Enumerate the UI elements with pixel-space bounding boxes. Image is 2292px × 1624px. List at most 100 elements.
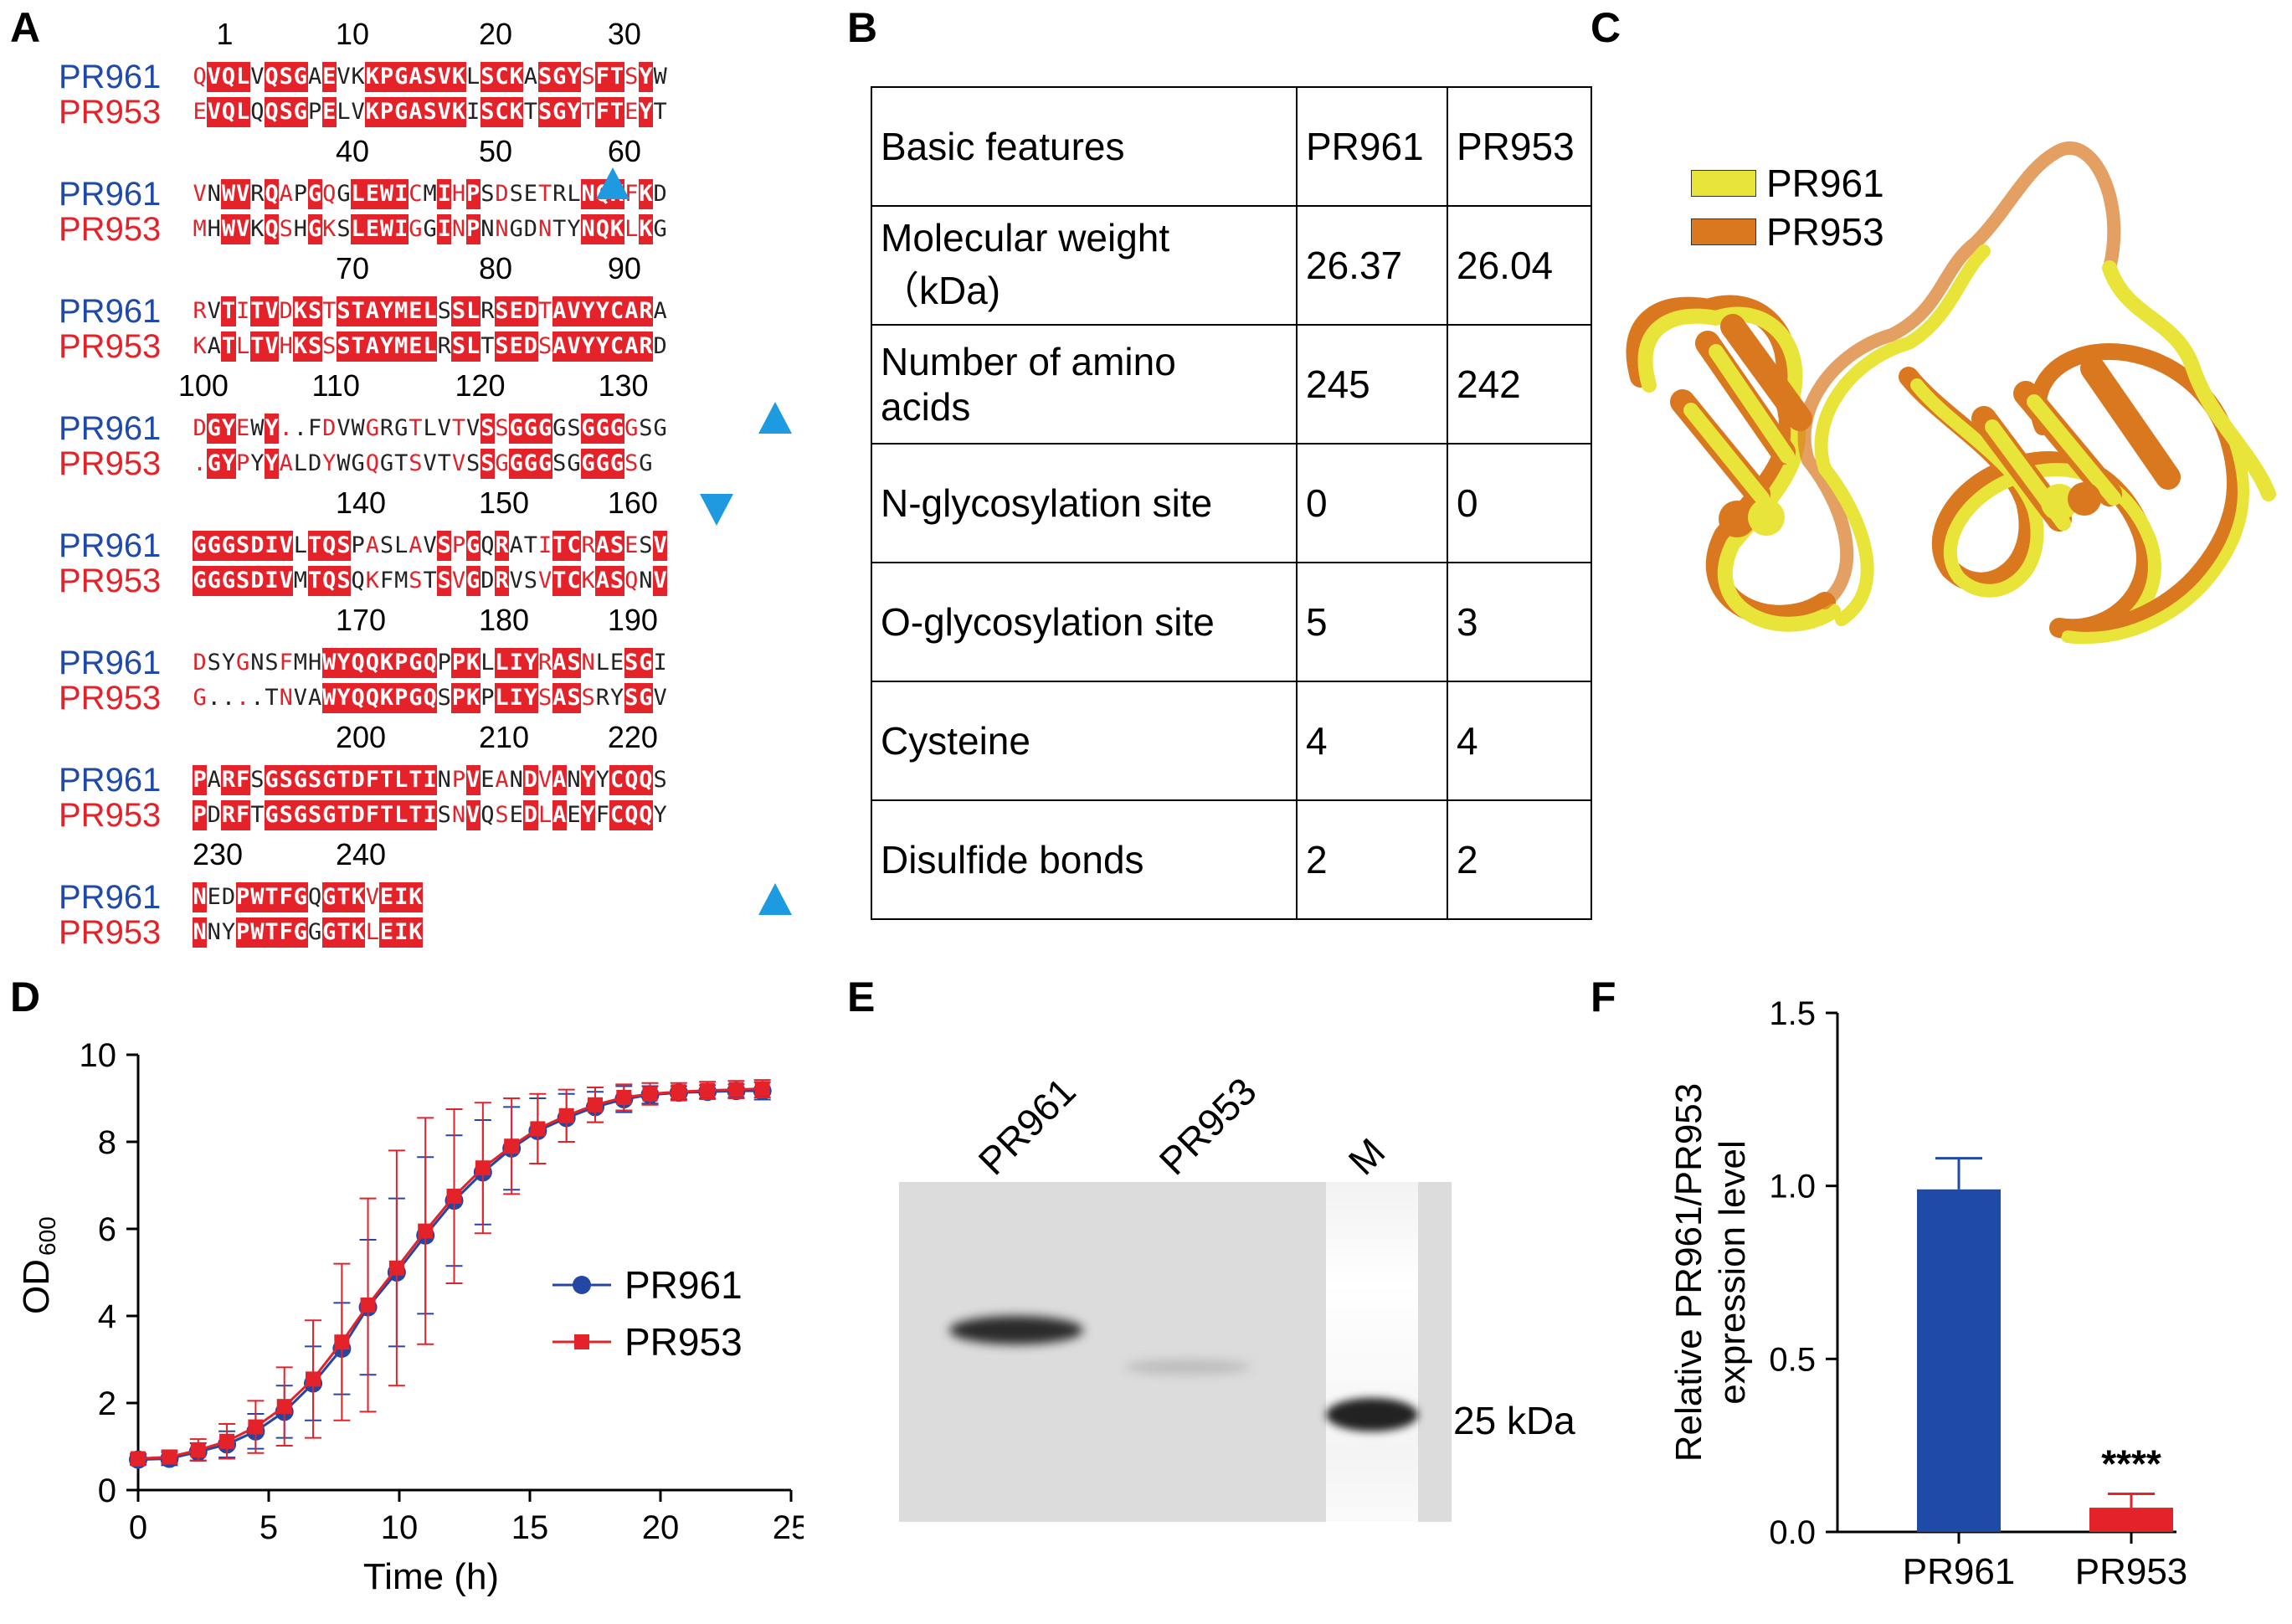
position-number: 140 (336, 486, 387, 520)
sequence-name: PR953 (59, 210, 162, 248)
data-point (671, 1084, 686, 1100)
y-tick-label: 8 (98, 1124, 116, 1161)
legend-marker (573, 1276, 591, 1294)
table-cell: 26.04 (1447, 205, 1592, 326)
cysteine-arrow-icon (758, 402, 792, 434)
sequence-name: PR953 (59, 796, 162, 834)
expression-bar-chart: 0.0 0.5 1.0 1.5 PR961 PR953 **** Relative PR961… (1668, 995, 2188, 1592)
data-point (642, 1086, 658, 1102)
y-tick-label: 4 (98, 1298, 116, 1335)
gel-lane-label: PR953 (1150, 1069, 1265, 1184)
alignment-row: PR953 G.... T N V A W Y Q Q K P G Q S P K P L I Y S A S S R Y S G V (59, 679, 667, 717)
legend-item: PR961 (1691, 159, 1884, 208)
table-row: Number of amino acids 245 242 (871, 324, 1592, 445)
feature-line: Number of amino (881, 340, 1176, 383)
data-point (131, 1451, 146, 1467)
table-row: Disulfide bonds 2 2 (871, 799, 1592, 920)
position-number: 170 (336, 603, 387, 637)
sequence-name: PR953 (59, 445, 162, 482)
alignment-row: PR953 G G G S D I V M T Q S Q K F M S T S V G D R V S V T C K A S Q N V (59, 563, 668, 599)
data-point (162, 1449, 177, 1465)
sequence-name: PR961 (59, 761, 162, 799)
gel-band (949, 1316, 1083, 1344)
gel-lane-label: PR961 (969, 1069, 1084, 1184)
y-tick-label: 1.5 (1769, 995, 1816, 1032)
legend-label: PR961 (1766, 162, 1884, 205)
position-number: 110 (311, 368, 360, 403)
sequence-name: PR953 (59, 913, 162, 951)
marker-lane (1326, 1182, 1418, 1522)
structure-legend: PR961 PR953 (1691, 159, 1884, 256)
position-number: 40 (336, 134, 370, 168)
sequence-name: PR953 (59, 327, 162, 365)
x-tick-label: 20 (642, 1509, 680, 1546)
bar (1917, 1189, 2001, 1532)
legend-item: PR953 (1691, 208, 1884, 256)
feature-line: Molecular weight (881, 216, 1170, 260)
legend-label: PR953 (624, 1320, 743, 1364)
panel-letter-b: B (847, 4, 878, 51)
table-cell: 0 (1296, 443, 1448, 563)
alignment-row: PR961 N E D P W T F G Q G T K V E I K (59, 878, 423, 916)
data-point (219, 1433, 235, 1449)
gel-band (1326, 1398, 1418, 1431)
position-number: 180 (479, 603, 530, 637)
alignment-row: PR953 N N Y P W T F G G G T K L E I K (59, 913, 423, 951)
gel-band (1125, 1359, 1251, 1375)
table-cell: 2 (1447, 799, 1592, 920)
y-tick-label: 1.0 (1769, 1169, 1816, 1205)
sequence-name: PR961 (59, 292, 162, 330)
table-row: Cysteine 4 4 (871, 681, 1592, 801)
alignment-block: 170 180 190 PR961 D S Y G N S F M H W Y Q Q K P G Q P P K L L I Y R A… (59, 603, 837, 720)
sequence-name: PR953 (59, 679, 162, 717)
sequence-name: PR961 (59, 644, 162, 681)
panel-letter-a: A (10, 4, 41, 51)
y-axis-label: OD (16, 1259, 57, 1314)
table-header-cell: PR953 (1447, 86, 1592, 207)
alignment-row: PR953 E V Q L Q Q S G P E L V K P G A S V K I S C K T S G Y T F T E Y T (59, 94, 667, 131)
table-row: Molecular weight （kDa) 26.37 26.04 (871, 205, 1592, 326)
position-number: 220 (607, 720, 658, 754)
data-point (446, 1189, 462, 1204)
alignment-row: PR961 D S Y G N S F M H W Y Q Q K P G Q P P K L L I Y R A S N L E S G I (59, 644, 667, 681)
alignment-block: 140 150 160 PR961 G G G S D I V L T Q S P A S L A V S P G Q R A T I T… (59, 486, 837, 603)
alignment-block: 1 10 20 30 PR961 Q V Q L V Q S G A E V K K P G A S V K L S C K A S G Y S… (59, 17, 837, 134)
table-cell: 26.37 (1296, 205, 1448, 326)
sequence-name: PR961 (59, 878, 162, 916)
position-number: 100 (177, 368, 229, 403)
x-tick-label: PR953 (2075, 1551, 2188, 1592)
y-axis-label: Relative PR961/PR953 (1668, 1083, 1709, 1462)
table-cell-feature: Disulfide bonds (871, 799, 1298, 920)
legend-label: PR953 (1766, 210, 1884, 254)
position-number: 150 (479, 486, 530, 520)
x-tick-label: 10 (381, 1509, 419, 1546)
data-point (190, 1442, 206, 1458)
sequence-alignment: 1 10 20 30 PR961 Q V Q L V Q S G A E V K K P G A S V K L S C K A S G Y S… (59, 17, 837, 954)
features-table: Basic features PR961 PR953 Molecular wei… (871, 86, 1592, 920)
data-point (530, 1121, 546, 1137)
data-point (418, 1223, 434, 1239)
feature-line: acids (881, 385, 971, 429)
cysteine-arrow-icon (758, 883, 792, 915)
table-cell-feature: N-glycosylation site (871, 443, 1298, 563)
position-number: 90 (607, 251, 641, 285)
position-number: 20 (479, 17, 513, 51)
alignment-block: 40 50 60 PR961 V N W V R Q A P G Q G L E W I C M I H P S D S E T R L N Q… (59, 134, 837, 251)
alignment-row: PR953 M H W V K Q S H G K S L E W I G G I N P N N G D N T Y N Q K L K G (59, 210, 667, 248)
position-number: 130 (598, 368, 649, 403)
panel-letter-c: C (1591, 4, 1621, 51)
feature-line: （kDa) (881, 269, 1001, 312)
growth-curve-chart: 0 5 10 15 20 25 0 2 4 6 8 10 Time (h) OD 600 PR961 PR953 (16, 1037, 804, 1597)
x-tick-label: PR961 (1903, 1551, 2016, 1592)
table-cell-feature: Number of amino acids (871, 324, 1298, 445)
data-point (360, 1298, 376, 1313)
data-point (588, 1097, 603, 1113)
alignment-block: 200 210 220 PR961 P A R F S G S G S G T D F T L T I N P V E A N D V A… (59, 720, 837, 837)
data-point (700, 1082, 716, 1098)
alignment-row: PR961 V N W V R Q A P G Q G L E W I C M I H P S D S E T R L N Q K F K D (59, 176, 667, 213)
